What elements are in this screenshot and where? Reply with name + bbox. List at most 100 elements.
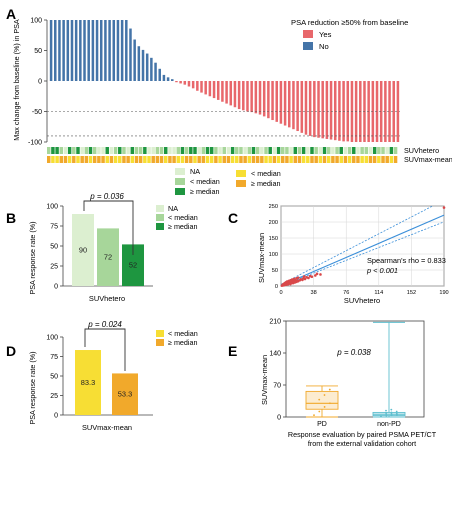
waterfall-bar-no <box>83 20 86 81</box>
waterfall-bar-yes <box>384 81 387 142</box>
panel-d-legend-label-ge: ≥ median <box>168 338 198 347</box>
strip-suvhetero-cell <box>377 147 381 154</box>
strip-suvhetero-cell <box>67 147 72 154</box>
panel-e-ylabel: SUVmax-mean <box>260 355 269 405</box>
strip-suvhetero-cell <box>180 147 185 154</box>
panel-c-ytick-label: 200 <box>269 220 278 226</box>
waterfall-bar-no <box>49 20 53 81</box>
panel-e-point <box>318 410 321 413</box>
strip-suvmax-mean-cell <box>63 156 68 163</box>
panel-c-xtick-label: 38 <box>310 290 316 296</box>
strip-suvmax-mean-cell <box>276 156 281 163</box>
waterfall-bar-no <box>74 20 78 81</box>
strip-suvmax-mean-cell <box>201 156 206 163</box>
panel-b-xlabel: SUVhetero <box>89 294 125 303</box>
panel-b-significance-bracket <box>83 200 134 255</box>
panel-c-point <box>314 274 317 277</box>
waterfall-bar-yes <box>292 81 295 130</box>
panel-a: A Max change from baseline (%) in PSA 10… <box>6 6 452 196</box>
strip-legend-label-na: NA <box>190 167 200 176</box>
panel-d-label: D <box>6 343 16 359</box>
strip-suvmax-mean-cell <box>247 156 252 163</box>
panel-a-bars <box>49 20 400 142</box>
strip-legend-swatch-mean-ge <box>236 180 246 187</box>
strip-suvhetero-cell <box>310 147 314 154</box>
strip-suvhetero-cell <box>372 147 377 154</box>
strip-suvhetero-cell <box>297 147 302 154</box>
panel-a-ytick-label: 100 <box>30 18 42 25</box>
strip-suvhetero-cell <box>197 147 201 154</box>
strip-suvmax-mean-cell <box>88 156 93 163</box>
strip-suvhetero-cell <box>101 147 105 154</box>
strip-suvmax-mean-cell <box>356 156 360 163</box>
bar-ytick-label: 0 <box>54 413 58 420</box>
bar-value-label: 72 <box>104 253 112 262</box>
strip-suvhetero-cell <box>118 147 122 154</box>
waterfall-bar-yes <box>175 81 178 83</box>
strip-suvhetero-cell <box>218 147 222 154</box>
strip-suvmax-mean-cell <box>260 156 264 163</box>
strip-suvhetero-cell <box>247 147 252 154</box>
strip-suvhetero-cell <box>193 147 197 154</box>
panel-e-point <box>385 413 388 416</box>
strip-suvmax-mean-cell <box>105 156 109 163</box>
strip-suvmax-mean-cell <box>289 156 293 163</box>
panel-e-plot-frame <box>285 320 425 418</box>
strip-suvmax-mean-cell <box>268 156 272 163</box>
strip-suvmax-mean-cell <box>264 156 268 163</box>
panel-e-point <box>313 414 315 417</box>
strip-suvhetero-cell <box>59 147 64 154</box>
panel-e-point <box>385 414 388 417</box>
panel-d-legend-label-lt: < median <box>168 329 198 338</box>
panel-b-legend-swatch-ge <box>156 223 164 230</box>
bar-ytick-label: 0 <box>54 284 58 291</box>
bar-0 <box>75 350 101 415</box>
panel-a-ytick-label: 50 <box>34 48 42 55</box>
waterfall-bar-yes <box>333 81 337 141</box>
panel-e-xlabel-line1: Response evaluation by paired PSMA PET/C… <box>288 430 437 439</box>
strip-suvmax-mean-cell <box>134 156 139 163</box>
strip-suvhetero-cell <box>230 147 235 154</box>
strip-suvhetero-cell <box>159 147 164 154</box>
bar-value-label: 83.3 <box>81 378 95 387</box>
panel-b-label: B <box>6 210 16 226</box>
waterfall-bar-yes <box>237 81 241 110</box>
strip-suvmax-mean-cell <box>326 156 331 163</box>
panel-e-point <box>323 406 326 408</box>
panel-c-point <box>296 276 300 279</box>
strip-suvhetero-cell <box>339 147 343 154</box>
strip-suvhetero-cell <box>331 147 335 154</box>
panel-b: B PSA response rate (%) 0 25 50 75 100 90 72 5… <box>6 192 198 303</box>
panel-c-point <box>315 272 319 276</box>
strip-suvhetero-cell <box>226 147 231 154</box>
strip-suvhetero-cell <box>381 147 385 154</box>
strip-suvmax-mean <box>47 156 398 163</box>
strip-suvmax-mean-cell <box>226 156 231 163</box>
strip-suvhetero-cell <box>176 147 181 154</box>
strip-suvmax-mean-cell <box>218 156 222 163</box>
waterfall-bar-yes <box>283 81 287 126</box>
panel-c-plot-frame <box>280 205 445 287</box>
waterfall-bar-yes <box>267 81 270 119</box>
strip-suvhetero-cell <box>55 147 59 154</box>
waterfall-bar-yes <box>183 81 187 85</box>
strip-suvmax-mean-cell <box>143 156 147 163</box>
waterfall-bar-yes <box>308 81 312 136</box>
strip-suvmax-mean-cell <box>239 156 243 163</box>
strip-suvhetero-cell <box>76 147 80 154</box>
bar-ytick-label: 50 <box>50 244 58 251</box>
panel-c-xtick-label: 114 <box>374 290 383 296</box>
strip-suvmax-mean-cell <box>352 156 356 163</box>
panel-c-xtick-label: 76 <box>343 290 349 296</box>
legend-label-yes: Yes <box>319 30 332 39</box>
strip-suvhetero-cell <box>92 147 97 154</box>
strip-suvmax-mean-cell <box>335 156 339 163</box>
strip-suvmax-mean-cell <box>230 156 235 163</box>
panel-b-pvalue: p = 0.036 <box>89 192 124 201</box>
bar-0 <box>72 214 94 286</box>
waterfall-bar-no <box>166 77 170 81</box>
bar-value-label: 90 <box>79 246 87 255</box>
waterfall-bar-yes <box>216 81 220 100</box>
panel-a-ytick-label: -100 <box>28 140 42 147</box>
strip-suvhetero-cell <box>289 147 293 154</box>
